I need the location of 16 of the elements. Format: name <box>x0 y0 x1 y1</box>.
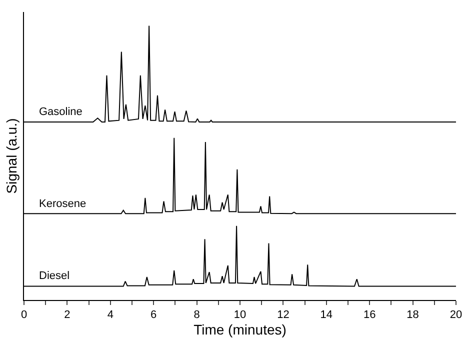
x-tick-label: 14 <box>320 309 333 322</box>
series-label: Kerosene <box>39 198 86 210</box>
x-tick-label: 12 <box>277 309 290 322</box>
y-axis-title: Signal (a.u.) <box>4 118 20 194</box>
x-tick-label: 18 <box>406 309 419 322</box>
x-tick-label: 8 <box>194 309 200 322</box>
x-tick-label: 6 <box>150 309 157 322</box>
x-tick-label: 2 <box>64 309 70 322</box>
series-label: Gasoline <box>39 106 82 118</box>
x-tick-label: 16 <box>363 309 376 322</box>
x-tick-label: 10 <box>234 309 246 322</box>
x-axis-title: Time (minutes) <box>194 322 286 338</box>
x-tick-label: 0 <box>20 309 28 322</box>
x-tick-label: 20 <box>450 309 462 322</box>
x-tick-label: 4 <box>107 309 114 322</box>
series-label: Diesel <box>39 270 70 282</box>
